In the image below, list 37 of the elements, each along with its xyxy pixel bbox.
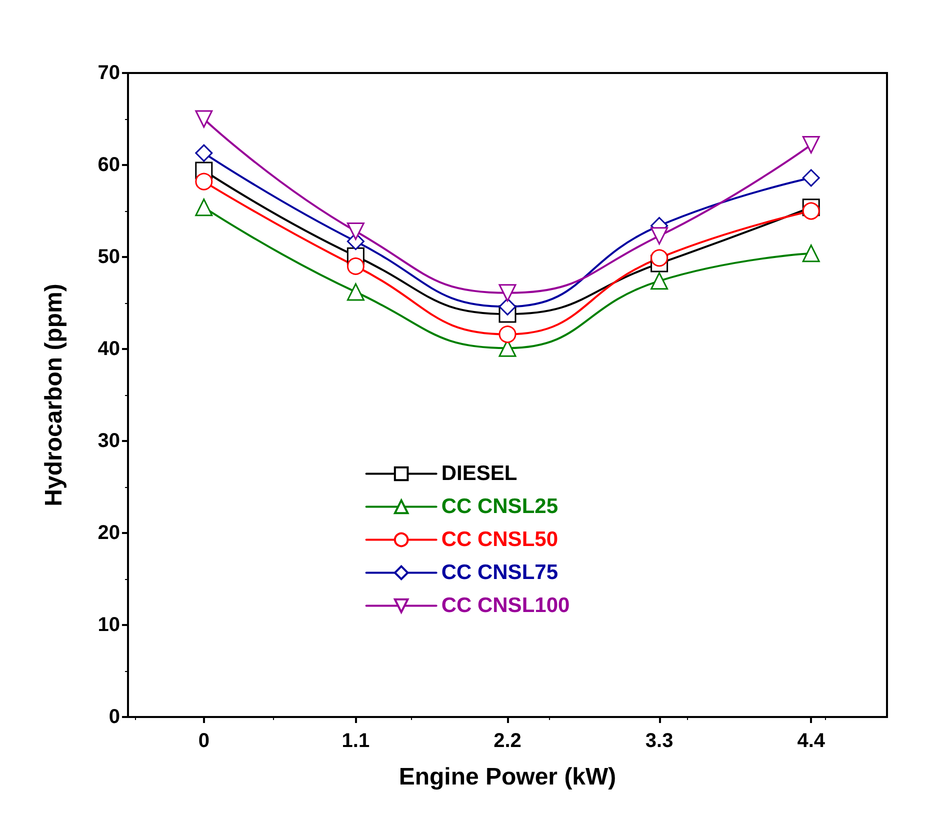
y-tick-label: 60 bbox=[98, 154, 120, 176]
point bbox=[346, 257, 364, 275]
point bbox=[802, 202, 820, 220]
legend-label: CC CNSL50 bbox=[441, 528, 558, 552]
point bbox=[802, 244, 820, 262]
point bbox=[498, 326, 516, 344]
legend-label: DIESEL bbox=[441, 462, 518, 486]
y-axis-title: Hydrocarbon (ppm) bbox=[40, 284, 68, 506]
legend-label: CC CNSL75 bbox=[441, 561, 558, 584]
point bbox=[650, 227, 668, 245]
point bbox=[650, 249, 668, 267]
point bbox=[498, 284, 516, 302]
x-tick-label: 4.4 bbox=[797, 730, 826, 752]
y-tick-label: 50 bbox=[98, 246, 120, 268]
y-tick-label: 70 bbox=[98, 62, 120, 84]
x-tick-label: 2.2 bbox=[494, 730, 522, 752]
legend-label: CC CNSL25 bbox=[441, 495, 558, 518]
x-tick-label: 3.3 bbox=[645, 730, 674, 752]
y-tick-label: 10 bbox=[98, 614, 120, 636]
y-tick-label: 30 bbox=[98, 430, 120, 452]
y-tick-label: 20 bbox=[98, 522, 120, 544]
x-axis-title: Engine Power (kW) bbox=[398, 764, 616, 790]
x-tick-label: 1.1 bbox=[342, 730, 370, 752]
point bbox=[650, 272, 668, 290]
y-tick-label: 0 bbox=[108, 706, 120, 728]
x-tick-label: 0 bbox=[198, 730, 210, 752]
point bbox=[195, 172, 213, 190]
legend-label: CC CNSL100 bbox=[441, 594, 570, 618]
point bbox=[195, 110, 213, 128]
point bbox=[802, 136, 820, 154]
point bbox=[195, 198, 213, 216]
point bbox=[346, 283, 364, 301]
point bbox=[498, 298, 516, 316]
point bbox=[195, 144, 213, 162]
point bbox=[346, 222, 364, 240]
point bbox=[802, 169, 820, 187]
y-tick-label: 40 bbox=[98, 338, 120, 360]
